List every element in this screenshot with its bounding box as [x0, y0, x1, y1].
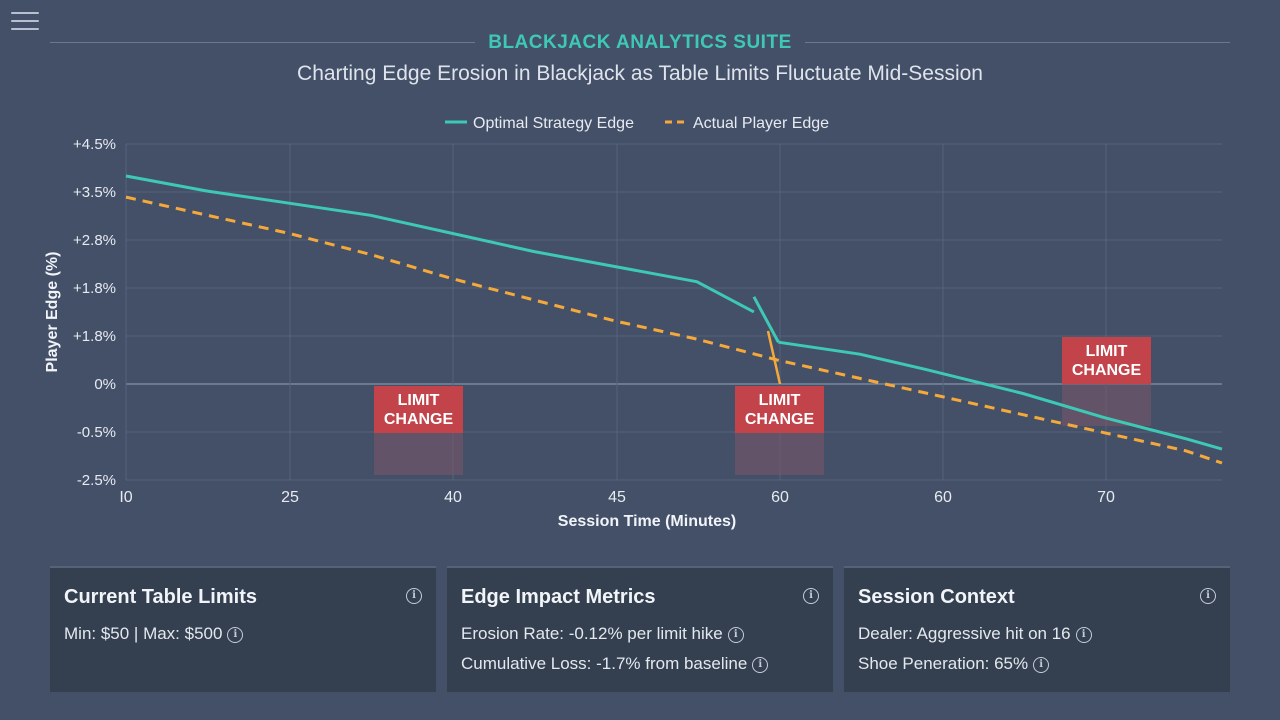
x-tick-label: 60 — [771, 489, 789, 506]
info-icon[interactable]: i — [752, 657, 769, 673]
series-lines — [125, 174, 1223, 465]
info-icon[interactable]: i — [727, 627, 744, 643]
y-tick-label: +3.5% — [73, 184, 116, 201]
limit-change-label: LIMIT — [398, 392, 440, 409]
legend: Optimal Strategy Edge Actual Player Edge — [445, 115, 829, 132]
limit-change-band — [374, 433, 463, 475]
limit-change-label: LIMIT — [759, 392, 801, 409]
panel-title: Current Table Limits — [64, 586, 257, 608]
panel-line: Dealer: Aggressive hit on 16 i — [858, 624, 1092, 644]
info-icon[interactable]: i — [1200, 588, 1216, 604]
actual-edge-line — [125, 195, 1223, 465]
info-icon[interactable]: i — [1033, 657, 1050, 673]
x-axis-label: Session Time (Minutes) — [558, 513, 736, 530]
limit-change-label: CHANGE — [745, 411, 815, 428]
limit-change-bands — [374, 384, 1151, 475]
axes: +4.5% +3.5% +2.8% +1.8% +1.8% 0% -0.5% -2.5%I0 2… — [73, 136, 1115, 506]
table-limits-value: Min: $50 | Max: $500 — [64, 624, 223, 643]
panel-line: Min: $50 | Max: $500 i — [64, 624, 244, 644]
legend-label: Optimal Strategy Edge — [473, 115, 634, 132]
erosion-rate-value: Erosion Rate: -0.12% per limit hike — [461, 624, 723, 643]
limit-change-band — [735, 433, 824, 475]
y-tick-label: -2.5% — [77, 472, 116, 489]
panel-current-table-limits: Current Table Limits i Min: $50 | Max: $… — [50, 566, 436, 692]
info-icon[interactable]: i — [406, 588, 422, 604]
y-tick-label: +4.5% — [73, 136, 116, 153]
optimal-edge-line — [125, 174, 755, 314]
limit-change-label: CHANGE — [1072, 362, 1142, 379]
x-tick-label: 70 — [1097, 489, 1115, 506]
header-rule-right — [805, 42, 1230, 43]
info-icon[interactable]: i — [803, 588, 819, 604]
grid — [125, 143, 1222, 481]
y-tick-label: +1.8% — [73, 280, 116, 297]
limit-change-box — [1062, 337, 1151, 384]
panel-line: Shoe Peneration: 65% i — [858, 654, 1050, 674]
legend-label: Actual Player Edge — [693, 115, 829, 132]
hamburger-menu-icon[interactable] — [11, 12, 39, 32]
y-tick-label: +2.8% — [73, 232, 116, 249]
x-tick-label: I0 — [119, 489, 132, 506]
limit-change-label: CHANGE — [384, 411, 454, 428]
dealer-value: Dealer: Aggressive hit on 16 — [858, 624, 1071, 643]
panel-line: Erosion Rate: -0.12% per limit hike i — [461, 624, 744, 644]
chart-title: Charting Edge Erosion in Blackjack as Ta… — [297, 62, 983, 85]
x-tick-label: 25 — [281, 489, 299, 506]
y-tick-label: +1.8% — [73, 328, 116, 345]
panel-session-context: Session Context i Dealer: Aggressive hit… — [844, 566, 1230, 692]
x-tick-label: 45 — [608, 489, 626, 506]
panel-title: Session Context — [858, 586, 1015, 608]
info-icon[interactable]: i — [227, 627, 244, 643]
y-tick-label: 0% — [94, 376, 116, 393]
limit-change-label: LIMIT — [1086, 343, 1128, 360]
limit-drop-connector — [766, 330, 782, 385]
limit-change-annotations: LIMIT CHANGE LIMIT CHANGE LIMIT CHANGE — [374, 337, 1151, 433]
y-axis-label: Player Edge (%) — [44, 252, 61, 373]
info-icon[interactable]: i — [1075, 627, 1092, 643]
x-tick-label: 60 — [934, 489, 952, 506]
y-tick-label: -0.5% — [77, 424, 116, 441]
x-tick-label: 40 — [444, 489, 462, 506]
optimal-edge-line — [752, 296, 780, 343]
cumulative-loss-value: Cumulative Loss: -1.7% from baseline — [461, 654, 748, 673]
suite-title: BLACKJACK ANALYTICS SUITE — [488, 32, 792, 53]
optimal-edge-line — [778, 340, 1223, 451]
panel-title: Edge Impact Metrics — [461, 586, 656, 608]
header-rule-left — [50, 42, 475, 43]
panel-edge-impact-metrics: Edge Impact Metrics i Erosion Rate: -0.1… — [447, 566, 833, 692]
limit-change-box — [735, 386, 824, 433]
limit-change-box — [374, 386, 463, 433]
shoe-penetration-value: Shoe Peneration: 65% — [858, 654, 1029, 673]
panel-line: Cumulative Loss: -1.7% from baseline i — [461, 654, 769, 674]
